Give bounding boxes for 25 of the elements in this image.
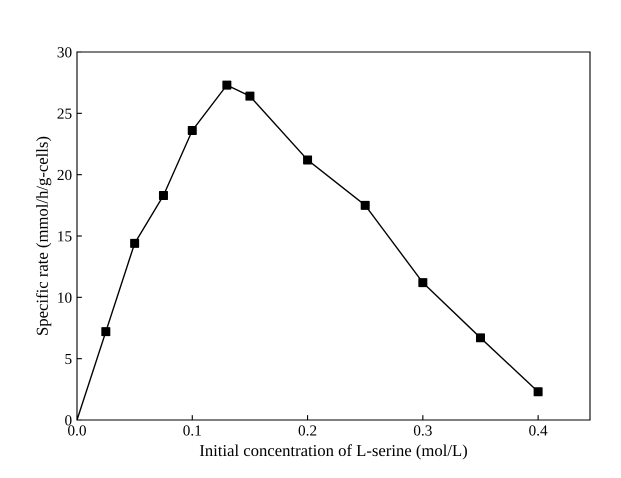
y-tick-label: 0	[65, 415, 72, 426]
y-tick-label: 5	[65, 354, 72, 364]
x-tick-label: 0.2	[298, 425, 316, 436]
y-tick-label: 30	[58, 47, 72, 58]
point	[158, 191, 168, 200]
y-tick-label: 20	[58, 170, 72, 180]
y-tick-label: 15	[58, 231, 72, 242]
x-tick-label: 0.4	[529, 425, 548, 436]
y-tick-label: 10	[58, 292, 72, 303]
y-axis-title: Specific rate (mmol/h/g-cells)	[36, 136, 52, 335]
x-tick-label: 0.3	[414, 425, 432, 436]
point	[534, 387, 543, 396]
x-axis-title: Initial concentration of L-serine (mol/L)	[200, 444, 467, 460]
x-tick-label: 0.1	[183, 425, 201, 436]
x-tick-label: 0.0	[68, 425, 86, 436]
point	[245, 92, 254, 101]
point	[222, 80, 232, 90]
point	[101, 327, 110, 336]
point	[303, 155, 312, 164]
point	[130, 238, 140, 248]
point	[476, 333, 485, 342]
point	[188, 126, 197, 136]
point	[418, 278, 428, 288]
point	[360, 200, 370, 210]
y-tick-label: 25	[58, 108, 72, 119]
